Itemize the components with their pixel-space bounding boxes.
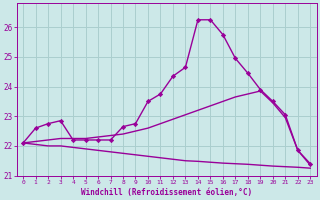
X-axis label: Windchill (Refroidissement éolien,°C): Windchill (Refroidissement éolien,°C) — [81, 188, 252, 197]
